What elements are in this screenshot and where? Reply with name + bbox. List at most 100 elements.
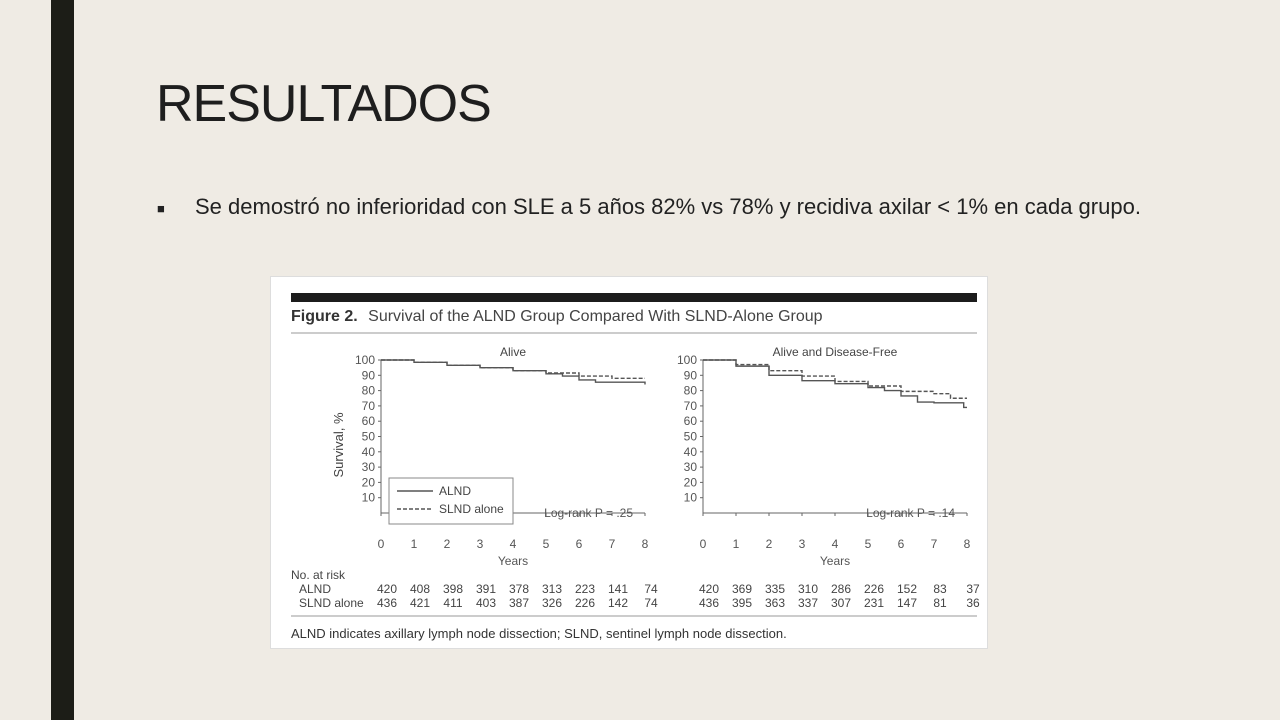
at-risk-value: 363	[765, 596, 785, 610]
x-tick-label: 5	[543, 537, 550, 551]
x-tick-label: 4	[832, 537, 839, 551]
at-risk-value: 310	[798, 582, 818, 596]
x-tick-label: 4	[510, 537, 517, 551]
x-tick-label: 6	[898, 537, 905, 551]
y-tick-label: 10	[362, 491, 376, 505]
at-risk-value: 335	[765, 582, 785, 596]
at-risk-value: 286	[831, 582, 851, 596]
y-axis-label: Survival, %	[331, 412, 346, 477]
at-risk-value: 81	[933, 596, 947, 610]
y-tick-label: 30	[684, 460, 698, 474]
at-risk-value: 37	[966, 582, 980, 596]
at-risk-value: 74	[644, 582, 658, 596]
x-tick-label: 0	[700, 537, 707, 551]
x-tick-label: 8	[642, 537, 649, 551]
y-tick-label: 50	[684, 430, 698, 444]
at-risk-value: 226	[864, 582, 884, 596]
y-tick-label: 60	[362, 414, 376, 428]
at-risk-value: 141	[608, 582, 628, 596]
legend-slnd-label: SLND alone	[439, 502, 504, 516]
y-tick-label: 100	[677, 353, 697, 367]
series-line-alnd	[381, 359, 646, 385]
at-risk-value: 436	[699, 596, 719, 610]
at-risk-value: 395	[732, 596, 752, 610]
at-risk-value: 142	[608, 596, 628, 610]
at-risk-value: 408	[410, 582, 430, 596]
y-tick-label: 80	[684, 384, 698, 398]
at-risk-row-label: SLND alone	[299, 596, 364, 610]
at-risk-value: 36	[966, 596, 980, 610]
y-tick-label: 70	[362, 399, 376, 413]
at-risk-value: 231	[864, 596, 884, 610]
y-tick-label: 100	[355, 353, 375, 367]
y-tick-label: 40	[362, 445, 376, 459]
at-risk-value: 420	[377, 582, 397, 596]
series-line-slnd-alone	[703, 359, 967, 399]
x-tick-label: 3	[799, 537, 806, 551]
figure-title-text: Survival of the ALND Group Compared With…	[368, 308, 823, 325]
at-risk-value: 152	[897, 582, 917, 596]
at-risk-value: 83	[933, 582, 947, 596]
y-tick-label: 60	[684, 414, 698, 428]
x-tick-label: 3	[477, 537, 484, 551]
y-tick-label: 50	[362, 430, 376, 444]
at-risk-value: 420	[699, 582, 719, 596]
at-risk-value: 411	[443, 596, 462, 610]
at-risk-row-label: ALND	[299, 582, 331, 596]
y-tick-label: 90	[362, 368, 376, 382]
x-tick-label: 5	[865, 537, 872, 551]
at-risk-value: 74	[644, 596, 658, 610]
figure-label: Figure 2.	[291, 308, 358, 325]
x-tick-label: 2	[444, 537, 451, 551]
figure-title: Figure 2. Survival of the ALND Group Com…	[291, 308, 823, 325]
at-risk-value: 226	[575, 596, 595, 610]
x-tick-label: 6	[576, 537, 583, 551]
at-risk-value: 337	[798, 596, 818, 610]
bullet-text: Se demostró no inferioridad con SLE a 5 …	[195, 194, 1141, 219]
x-tick-label: 7	[609, 537, 616, 551]
survival-figure: Figure 2. Survival of the ALND Group Com…	[270, 276, 988, 649]
at-risk-value: 398	[443, 582, 463, 596]
square-bullet-icon: ■	[157, 201, 165, 216]
x-axis-label: Years	[498, 554, 528, 568]
at-risk-value: 403	[476, 596, 496, 610]
at-risk-value: 387	[509, 596, 529, 610]
y-tick-label: 10	[684, 491, 698, 505]
legend-alnd-label: ALND	[439, 484, 471, 498]
at-risk-value: 421	[410, 596, 430, 610]
bullet-item: ■ Se demostró no inferioridad con SLE a …	[157, 192, 1147, 221]
y-tick-label: 40	[684, 445, 698, 459]
x-axis-label: Years	[820, 554, 850, 568]
x-tick-label: 1	[733, 537, 740, 551]
y-tick-label: 20	[362, 475, 376, 489]
at-risk-value: 307	[831, 596, 851, 610]
left-accent-bar	[51, 0, 74, 720]
x-tick-label: 1	[411, 537, 418, 551]
series-line-slnd-alone	[381, 359, 645, 380]
slide-title: RESULTADOS	[156, 75, 492, 133]
at-risk-value: 223	[575, 582, 595, 596]
log-rank-annotation: Log-rank P = .14	[866, 506, 955, 520]
panel-title: Alive	[500, 345, 526, 359]
x-tick-label: 0	[378, 537, 385, 551]
x-tick-label: 7	[931, 537, 938, 551]
at-risk-value: 391	[476, 582, 496, 596]
x-tick-label: 8	[964, 537, 971, 551]
x-tick-label: 2	[766, 537, 773, 551]
y-tick-label: 70	[684, 399, 698, 413]
at-risk-value: 436	[377, 596, 397, 610]
figure-svg: Figure 2. Survival of the ALND Group Com…	[291, 293, 980, 641]
y-tick-label: 90	[684, 368, 698, 382]
y-tick-label: 20	[684, 475, 698, 489]
figure-header-bar	[291, 293, 977, 302]
at-risk-value: 369	[732, 582, 752, 596]
y-tick-label: 30	[362, 460, 376, 474]
series-line-alnd	[703, 359, 967, 409]
at-risk-header: No. at risk	[291, 568, 346, 582]
at-risk-value: 378	[509, 582, 529, 596]
y-tick-label: 80	[362, 384, 376, 398]
legend-box	[388, 477, 514, 525]
panel-title: Alive and Disease-Free	[773, 345, 898, 359]
figure-caption: ALND indicates axillary lymph node disse…	[291, 626, 787, 641]
